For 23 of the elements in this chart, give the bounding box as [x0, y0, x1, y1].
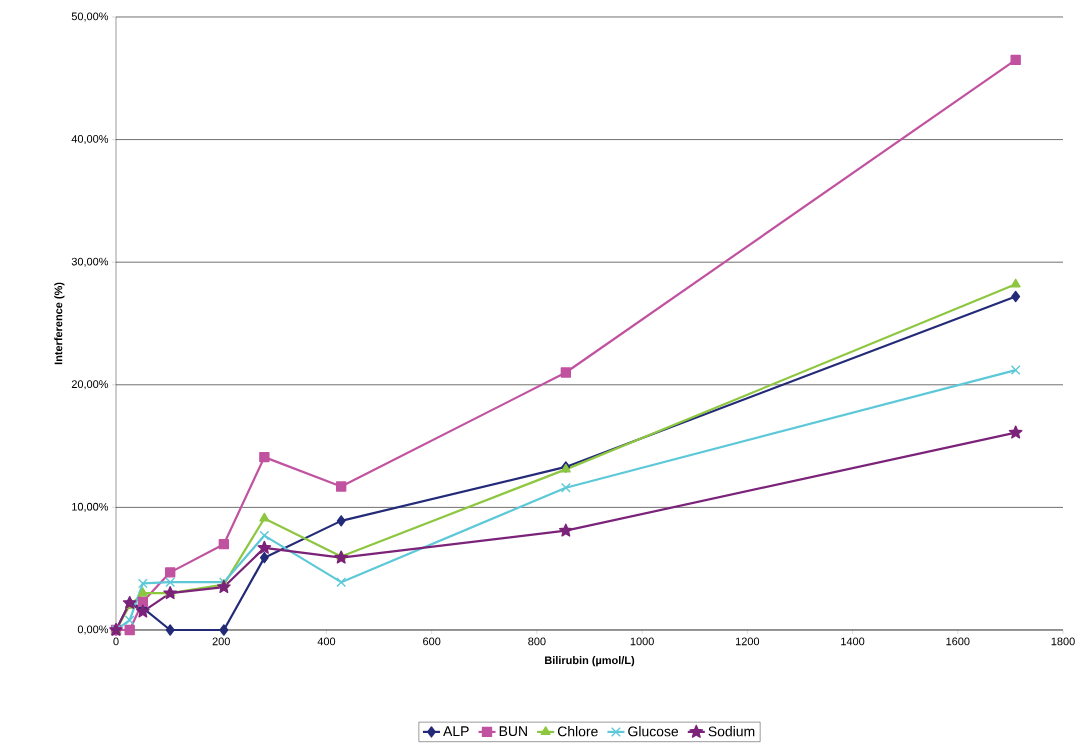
y-tick-label: 20,00% [71, 380, 109, 390]
legend-label: ALP [443, 726, 469, 736]
x-tick-label: 1200 [735, 637, 760, 646]
x-tick-label: 1000 [630, 637, 654, 646]
legend-label: Sodium [708, 726, 755, 737]
y-tick-label: 30,00% [71, 257, 109, 267]
y-tick-label: 40,00% [71, 135, 109, 145]
legend-label: BUN [499, 726, 527, 737]
x-tick-label: 600 [423, 637, 441, 646]
legend-label: Glucose [628, 726, 679, 737]
x-tick-label: 200 [212, 637, 230, 646]
x-tick-label: 1600 [946, 637, 970, 646]
x-tick-label: 800 [528, 637, 546, 646]
legend-label: Chlore [557, 726, 598, 737]
x-tick-label: 400 [317, 637, 336, 646]
x-tick-label: 0 [113, 637, 119, 646]
x-axis-title: Bilirubin (µmol/L) [545, 656, 635, 667]
y-tick-label: 10,00% [72, 502, 109, 512]
y-tick-label: 0,00% [77, 625, 109, 635]
x-tick-label: 1800 [1051, 637, 1075, 646]
y-axis-title: Interference (%) [54, 282, 65, 365]
y-tick-label: 50,00% [71, 12, 109, 22]
x-tick-label: 1400 [841, 637, 865, 646]
